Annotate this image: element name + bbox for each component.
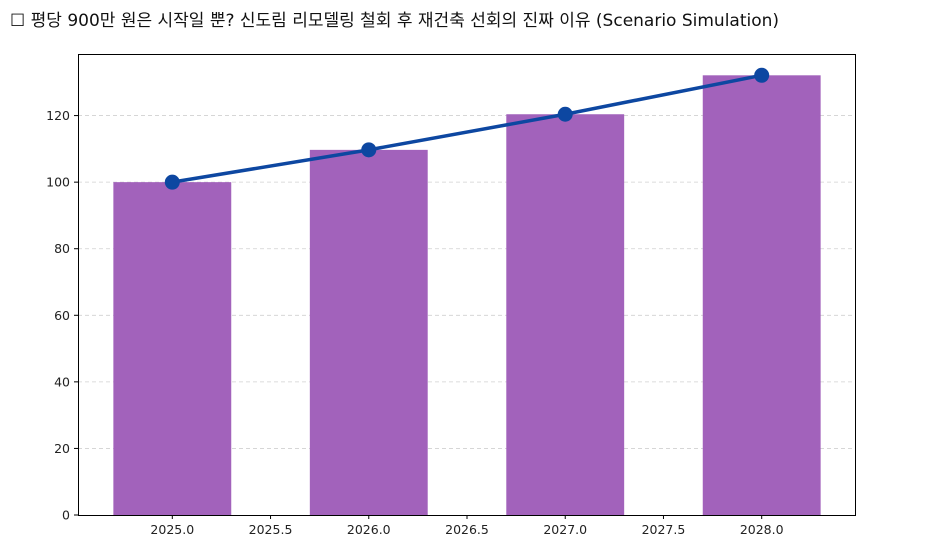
y-tick-label: 100 [46, 175, 70, 190]
y-tick-label: 80 [54, 241, 70, 256]
y-tick-label: 20 [54, 441, 70, 456]
y-tick-label: 60 [54, 308, 70, 323]
line-point-2026 [361, 142, 377, 158]
x-tick-label: 2025.0 [150, 522, 194, 537]
bar-2026 [309, 149, 428, 515]
bar-2025 [113, 182, 232, 515]
chart-title: ☐ 평당 900만 원은 시작일 뿐? 신도림 리모델링 철회 후 재건축 선회… [10, 11, 779, 31]
x-tick-label: 2025.5 [249, 522, 293, 537]
bar-2028 [702, 75, 821, 516]
x-tick-label: 2027.5 [642, 522, 686, 537]
y-tick-label: 40 [54, 374, 70, 389]
x-tick-label: 2026.0 [347, 522, 391, 537]
line-point-2025 [164, 174, 180, 190]
line-point-2027 [557, 106, 573, 122]
x-tick-label: 2028.0 [740, 522, 784, 537]
bar-2027 [506, 114, 625, 515]
line-point-2028 [754, 67, 770, 83]
trend-line [172, 73, 763, 184]
y-tick-label: 120 [46, 108, 70, 123]
y-tick-label: 0 [62, 508, 70, 523]
x-tick-label: 2027.0 [543, 522, 587, 537]
x-tick-label: 2026.5 [445, 522, 489, 537]
